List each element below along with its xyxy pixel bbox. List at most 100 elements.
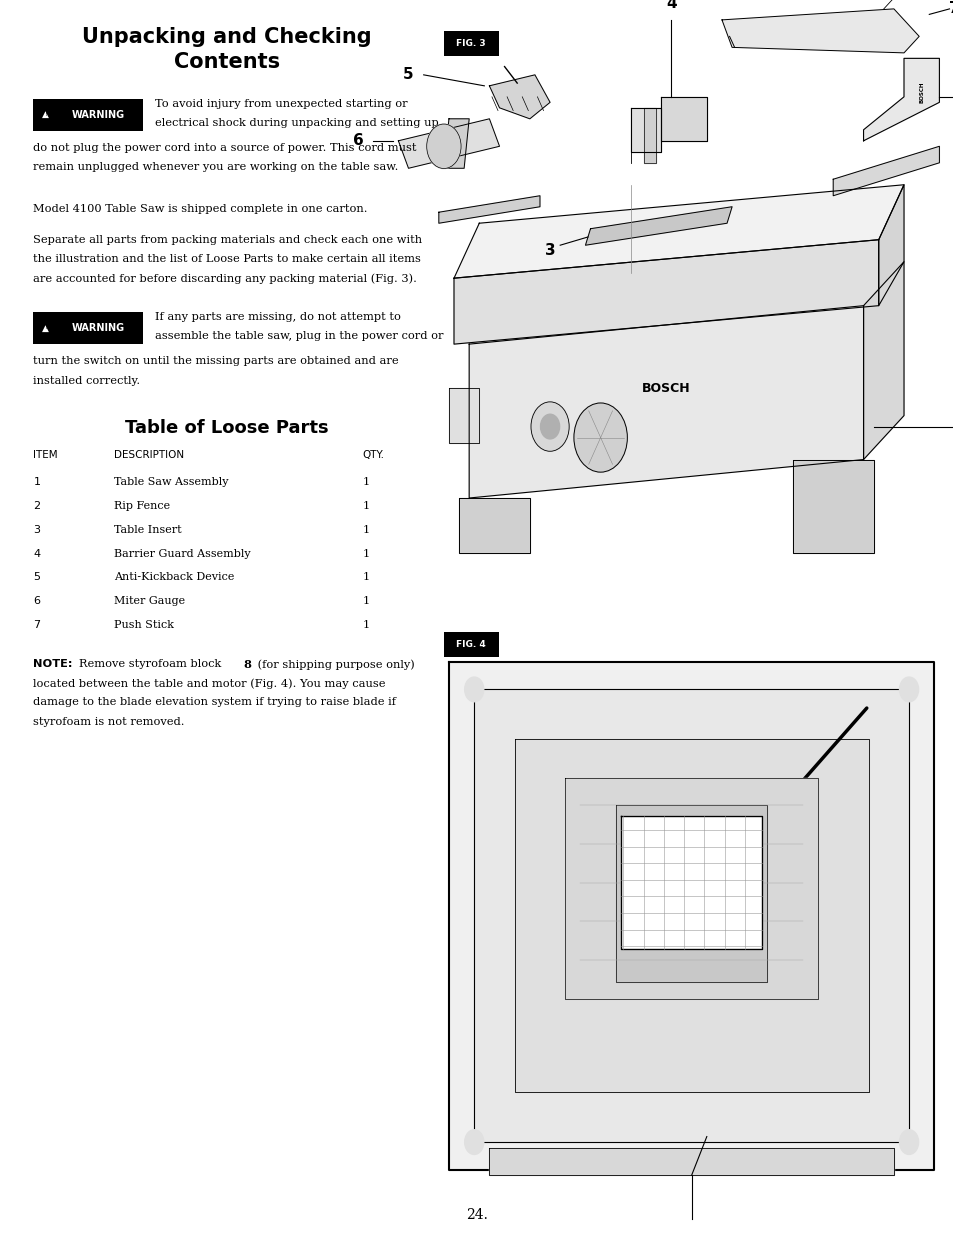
Text: installed correctly.: installed correctly.	[33, 375, 140, 385]
Text: 2: 2	[33, 500, 40, 511]
Polygon shape	[443, 119, 469, 168]
Polygon shape	[792, 459, 873, 553]
Polygon shape	[489, 1147, 893, 1176]
Text: Push Stick: Push Stick	[114, 620, 174, 630]
Text: Miter Gauge: Miter Gauge	[114, 597, 186, 606]
Text: NOTE:: NOTE:	[33, 659, 72, 669]
Text: 3: 3	[544, 243, 555, 258]
Text: are accounted for before discarding any packing material (Fig. 3).: are accounted for before discarding any …	[33, 273, 416, 284]
Text: 1: 1	[362, 500, 369, 511]
Polygon shape	[449, 388, 478, 443]
Text: ▲: ▲	[42, 324, 50, 332]
Polygon shape	[398, 119, 499, 168]
Text: Unpacking and Checking: Unpacking and Checking	[82, 27, 371, 47]
Text: Separate all parts from packing materials and check each one with: Separate all parts from packing material…	[33, 235, 422, 245]
Text: Table Insert: Table Insert	[114, 525, 182, 535]
Text: ITEM: ITEM	[33, 450, 58, 459]
FancyBboxPatch shape	[33, 99, 143, 131]
Text: 6: 6	[353, 133, 363, 148]
Text: !: !	[45, 326, 47, 331]
Text: 4: 4	[33, 548, 40, 558]
Polygon shape	[862, 262, 903, 459]
Text: 7: 7	[948, 1, 953, 16]
Polygon shape	[489, 75, 550, 119]
Text: do not plug the power cord into a source of power. This cord must: do not plug the power cord into a source…	[33, 143, 416, 153]
Text: Table of Loose Parts: Table of Loose Parts	[125, 420, 328, 437]
Text: WARNING: WARNING	[71, 110, 125, 120]
Text: 8: 8	[243, 659, 251, 671]
Text: Contents: Contents	[173, 52, 279, 72]
Text: 1: 1	[362, 573, 369, 583]
Polygon shape	[660, 96, 706, 141]
Text: remain unplugged whenever you are working on the table saw.: remain unplugged whenever you are workin…	[33, 162, 398, 173]
FancyBboxPatch shape	[33, 312, 143, 345]
Text: 24.: 24.	[466, 1208, 487, 1221]
Text: To avoid injury from unexpected starting or: To avoid injury from unexpected starting…	[154, 99, 407, 109]
Text: QTY.: QTY.	[362, 450, 384, 459]
Polygon shape	[454, 185, 903, 278]
Circle shape	[464, 677, 483, 701]
Text: BOSCH: BOSCH	[919, 82, 923, 104]
Text: 3: 3	[33, 525, 40, 535]
Polygon shape	[620, 816, 761, 948]
Polygon shape	[514, 739, 867, 1093]
Text: electrical shock during unpacking and setting up,: electrical shock during unpacking and se…	[154, 117, 441, 128]
Polygon shape	[564, 778, 818, 999]
Text: BOSCH: BOSCH	[641, 382, 690, 395]
Text: turn the switch on until the missing parts are obtained and are: turn the switch on until the missing par…	[33, 357, 398, 367]
Text: damage to the blade elevation system if trying to raise blade if: damage to the blade elevation system if …	[33, 698, 396, 708]
Text: Anti-Kickback Device: Anti-Kickback Device	[114, 573, 234, 583]
Polygon shape	[585, 206, 731, 246]
Text: 1: 1	[362, 477, 369, 487]
FancyBboxPatch shape	[443, 31, 498, 56]
Text: 1: 1	[33, 477, 40, 487]
Text: ▲: ▲	[42, 110, 50, 120]
Text: Rip Fence: Rip Fence	[114, 500, 171, 511]
Polygon shape	[630, 107, 660, 152]
Text: styrofoam is not removed.: styrofoam is not removed.	[33, 716, 185, 726]
Text: Barrier Guard Assembly: Barrier Guard Assembly	[114, 548, 251, 558]
Circle shape	[540, 414, 559, 438]
Polygon shape	[643, 107, 656, 163]
Text: located between the table and motor (Fig. 4). You may cause: located between the table and motor (Fig…	[33, 678, 385, 689]
Text: WARNING: WARNING	[71, 324, 125, 333]
Text: 5: 5	[403, 68, 414, 83]
Text: Table Saw Assembly: Table Saw Assembly	[114, 477, 229, 487]
Circle shape	[899, 677, 918, 701]
Circle shape	[426, 124, 460, 168]
Text: the illustration and the list of Loose Parts to make certain all items: the illustration and the list of Loose P…	[33, 254, 421, 264]
FancyBboxPatch shape	[443, 632, 498, 657]
Polygon shape	[454, 240, 878, 345]
Text: 1: 1	[362, 525, 369, 535]
Circle shape	[899, 1130, 918, 1155]
Text: 6: 6	[33, 597, 40, 606]
Polygon shape	[616, 805, 766, 982]
Text: 1: 1	[362, 597, 369, 606]
Polygon shape	[458, 498, 529, 553]
Text: (for shipping purpose only): (for shipping purpose only)	[253, 659, 415, 669]
Text: FIG. 3: FIG. 3	[456, 38, 486, 48]
Text: DESCRIPTION: DESCRIPTION	[114, 450, 185, 459]
Polygon shape	[449, 662, 933, 1170]
Text: FIG. 4: FIG. 4	[456, 640, 486, 650]
Polygon shape	[438, 196, 539, 224]
Polygon shape	[832, 146, 939, 196]
Text: Model 4100 Table Saw is shipped complete in one carton.: Model 4100 Table Saw is shipped complete…	[33, 204, 368, 214]
Polygon shape	[469, 306, 862, 498]
Text: 5: 5	[33, 573, 40, 583]
Circle shape	[464, 1130, 483, 1155]
Polygon shape	[721, 9, 918, 53]
Text: If any parts are missing, do not attempt to: If any parts are missing, do not attempt…	[154, 312, 400, 322]
Text: 4: 4	[665, 0, 676, 11]
Text: 7: 7	[33, 620, 40, 630]
Polygon shape	[474, 689, 908, 1142]
Text: assemble the table saw, plug in the power cord or: assemble the table saw, plug in the powe…	[154, 331, 442, 341]
Polygon shape	[862, 58, 939, 141]
Circle shape	[574, 403, 627, 472]
Text: 1: 1	[362, 620, 369, 630]
Circle shape	[531, 401, 569, 451]
Text: 1: 1	[362, 548, 369, 558]
Text: Remove styrofoam block: Remove styrofoam block	[79, 659, 225, 669]
Polygon shape	[878, 185, 903, 306]
Text: !: !	[45, 112, 47, 117]
